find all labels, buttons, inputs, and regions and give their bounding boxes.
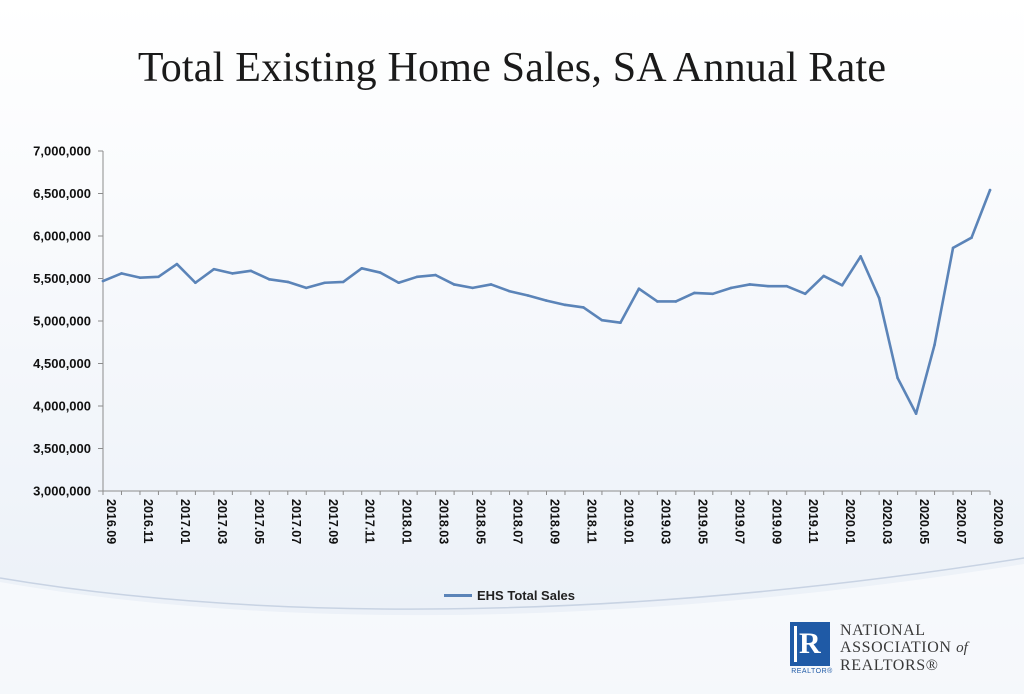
data-point (526, 294, 530, 297)
data-point (360, 267, 364, 270)
data-point (785, 284, 789, 288)
y-tick-label: 4,000,000 (33, 399, 91, 414)
x-tick-label: 2019.07 (732, 499, 746, 544)
data-point (877, 296, 881, 300)
data-point (378, 271, 382, 274)
x-tick-label: 2020.07 (954, 499, 968, 544)
data-point (452, 283, 456, 286)
x-tick-label: 2017.03 (215, 499, 229, 544)
x-tick-label: 2019.09 (769, 499, 783, 544)
x-tick-label: 2016.11 (141, 499, 155, 544)
x-tick-label: 2017.11 (363, 499, 377, 544)
data-point (729, 286, 733, 290)
data-point (545, 299, 548, 302)
data-point (175, 262, 179, 266)
data-point (840, 284, 844, 287)
x-tick-label: 2019.05 (695, 499, 709, 544)
data-point (970, 236, 973, 239)
x-tick-label: 2018.11 (584, 499, 598, 544)
data-point (582, 306, 585, 309)
x-tick-label: 2019.11 (806, 499, 820, 544)
data-point (157, 275, 160, 279)
data-point (268, 278, 271, 281)
data-point (194, 281, 197, 285)
data-point (212, 267, 216, 271)
data-point (803, 292, 807, 296)
data-point (711, 292, 715, 296)
data-point (304, 286, 308, 290)
nar-logo: R REALTOR® NATIONAL ASSOCIATION of REALT… (790, 622, 1000, 686)
data-point (323, 281, 327, 285)
data-point (120, 272, 123, 275)
chart-title: Total Existing Home Sales, SA Annual Rat… (137, 45, 887, 91)
y-tick-label: 5,500,000 (33, 271, 91, 286)
data-point (138, 276, 142, 279)
data-point (766, 284, 770, 288)
y-tick-label: 3,000,000 (33, 484, 91, 499)
legend-label: EHS Total Sales (477, 588, 576, 603)
y-tick-label: 6,500,000 (33, 186, 91, 201)
x-tick-label: 2019.01 (621, 499, 635, 544)
x-tick-label: 2018.01 (400, 499, 414, 544)
x-tick-label: 2018.07 (511, 499, 525, 544)
data-point (822, 274, 825, 278)
data-point (748, 283, 752, 286)
data-point (508, 289, 511, 293)
logo-caption: REALTOR® (791, 668, 833, 675)
x-tick-label: 2017.07 (289, 499, 303, 544)
data-point (896, 376, 899, 380)
chart-legend: EHS Total Sales (444, 588, 575, 603)
data-point (951, 246, 955, 250)
data-point (101, 279, 105, 283)
x-tick-label: 2018.09 (548, 499, 562, 544)
x-tick-label: 2016.09 (104, 499, 118, 544)
x-tick-label: 2019.03 (658, 499, 672, 544)
data-point (249, 269, 253, 273)
data-point (563, 303, 567, 307)
x-tick-label: 2020.05 (917, 499, 931, 544)
data-point (434, 273, 437, 277)
x-tick-label: 2017.01 (178, 499, 192, 544)
legend-swatch (444, 594, 472, 597)
y-tick-label: 4,500,000 (33, 356, 91, 371)
realtor-r-logo-icon: R (790, 622, 830, 666)
data-point (471, 286, 474, 290)
data-point (933, 343, 936, 347)
data-point (859, 255, 862, 258)
data-point (415, 275, 419, 279)
y-tick-label: 3,500,000 (33, 441, 91, 456)
data-point (489, 283, 493, 286)
x-tick-label: 2018.05 (474, 499, 488, 544)
x-tick-label: 2017.09 (326, 499, 340, 544)
data-point (341, 280, 345, 284)
data-point (619, 321, 622, 325)
y-tick-label: 5,000,000 (33, 314, 91, 329)
data-point (397, 281, 400, 285)
x-tick-label: 2020.09 (991, 499, 1005, 544)
data-point (286, 280, 290, 284)
x-tick-label: 2020.01 (843, 499, 857, 544)
data-point (637, 287, 641, 291)
data-point (231, 272, 234, 275)
data-point (914, 412, 918, 415)
y-tick-label: 7,000,000 (33, 144, 91, 159)
data-point (656, 300, 659, 303)
x-tick-label: 2017.05 (252, 499, 266, 544)
logo-wordmark: NATIONAL ASSOCIATION of REALTORS® (840, 622, 968, 674)
x-tick-label: 2020.03 (880, 499, 894, 544)
y-tick-label: 6,000,000 (33, 229, 91, 244)
data-point (600, 318, 604, 322)
x-tick-label: 2018.03 (437, 499, 451, 544)
data-point (693, 291, 696, 295)
data-point (674, 300, 678, 303)
data-point (988, 188, 992, 192)
